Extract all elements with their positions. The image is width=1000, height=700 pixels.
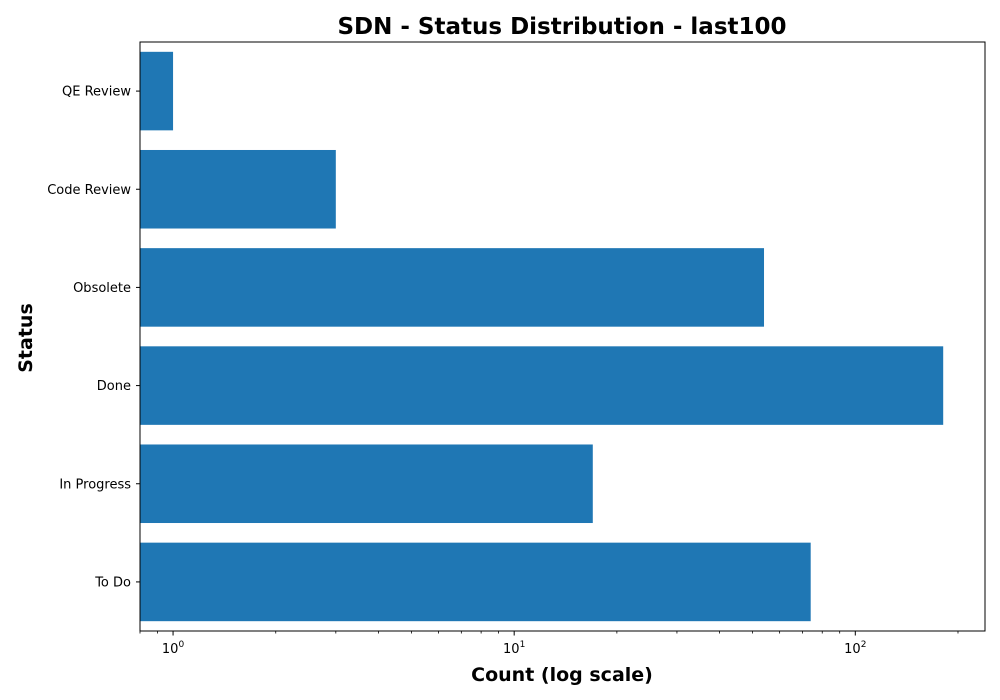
x-tick-label: 100 — [162, 640, 185, 657]
x-ticks-group: 100 101 102 — [139, 631, 959, 657]
y-tick-label: Obsolete — [73, 281, 131, 296]
x-axis-label: Count (log scale) — [471, 664, 653, 686]
y-tick-label: Done — [97, 379, 131, 394]
plot-frame — [139, 41, 986, 632]
y-axis-label: Status — [15, 303, 37, 373]
x-tick-exponent: 1 — [520, 640, 526, 650]
x-tick-base: 10 — [844, 642, 861, 657]
bar-done — [140, 346, 944, 425]
chart-title: SDN - Status Distribution - last100 — [337, 14, 786, 40]
x-tick-exponent: 2 — [861, 640, 867, 650]
x-tick-label: 101 — [503, 640, 525, 657]
y-tick-label: Code Review — [47, 183, 131, 198]
x-tick-base: 10 — [162, 642, 179, 657]
bar-to-do — [140, 542, 811, 622]
y-tick-label: In Progress — [59, 477, 131, 492]
bar-in-progress — [140, 444, 593, 524]
x-tick-exponent: 0 — [178, 640, 184, 650]
bars-group — [140, 51, 944, 622]
y-tick-label: QE Review — [62, 85, 131, 100]
bar-code-review — [140, 149, 336, 229]
bar-obsolete — [140, 248, 765, 327]
y-tick-label: To Do — [94, 575, 131, 590]
y-ticks-group: To Do In Progress Done Obsolete Code Review Q… — [47, 85, 140, 590]
bar-qe-review — [140, 51, 174, 131]
x-tick-label: 102 — [844, 640, 866, 657]
x-tick-base: 10 — [503, 642, 520, 657]
